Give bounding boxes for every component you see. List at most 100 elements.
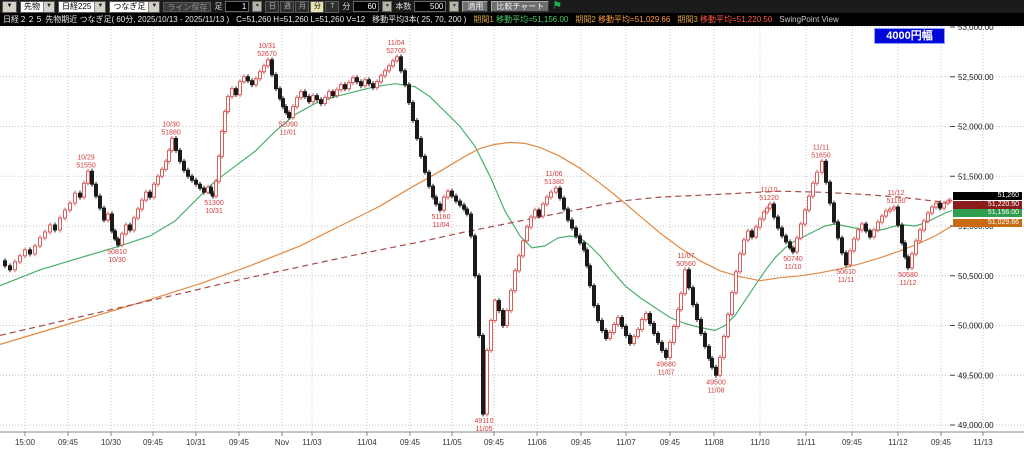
time-axis-label: 11/05 — [442, 438, 462, 447]
moving-average-layer — [0, 83, 953, 345]
swing-annotation-text: 52700 — [386, 48, 406, 55]
chevron-down-icon[interactable]: ▼ — [43, 1, 54, 12]
minute-spinner-icon[interactable]: ▾ — [382, 1, 393, 12]
swing-annotation-text: 51550 — [76, 162, 96, 169]
swing-annotation-text: 11/07 — [658, 369, 675, 376]
swing-annotation-text: 10/30 — [162, 121, 180, 128]
flag-icon[interactable]: ⚑ — [552, 0, 563, 12]
period-button-T[interactable]: T — [325, 0, 340, 13]
price-axis-label: 50,000.00 — [958, 322, 994, 331]
time-axis-label: 09:45 — [660, 438, 681, 447]
time-axis-label: 09:45 — [571, 438, 592, 447]
swing-annotation-text: 51880 — [161, 129, 181, 136]
instrument-select[interactable]: 日経225 ▼ — [58, 0, 107, 13]
swing-annotation-text: 50580 — [898, 272, 918, 279]
swing-annotation-text: 11/10 — [761, 187, 778, 194]
bar-type-select[interactable]: つなぎ足 ▼ — [109, 0, 161, 13]
swing-annotation-text: 11/11 — [813, 144, 830, 151]
swing-annotation-text: 51160 — [432, 214, 451, 221]
count-spinner-icon[interactable]: ▾ — [449, 1, 460, 12]
swingpoint-view-label: SwingPoint View — [779, 15, 839, 24]
period-button-週[interactable]: 週 — [280, 0, 295, 13]
minute-label: 分 — [342, 2, 351, 11]
swing-annotation-text: 52090 — [278, 122, 298, 129]
swing-annotation-text: 11/12 — [888, 190, 905, 197]
bar-type-select-value: つなぎ足 — [113, 1, 146, 11]
bar-label: 足 — [214, 2, 223, 11]
swing-annotation-text: 11/06 — [546, 171, 563, 178]
category-select[interactable]: 先物 ▼ — [20, 0, 55, 13]
price-range-badge: 4000円幅 — [874, 28, 945, 44]
line-save-button[interactable]: ライン保存 — [163, 1, 212, 12]
time-axis-label: 11/08 — [704, 438, 724, 447]
price-axis-label: 49,000.00 — [958, 421, 994, 430]
time-axis-label: 09:45 — [842, 438, 863, 447]
swing-annotation-text: 49110 — [475, 418, 494, 425]
compare-chart-button[interactable]: 比較チャート — [491, 1, 550, 12]
ma-line-MA70 — [0, 141, 953, 345]
swing-annotation-text: 50560 — [676, 261, 696, 268]
period-button-日[interactable]: 日 — [265, 0, 280, 13]
chart-info-bar: 日経２２５ 先物期近 つなぎ足( 60分, 2025/10/13 - 2025/… — [0, 13, 1024, 26]
period-button-分[interactable]: 分 — [310, 0, 325, 13]
candlestick-chart-canvas[interactable]: 10/295155010/305188010/315267011/0452700… — [0, 26, 1024, 455]
ma-line-MA25 — [0, 83, 953, 332]
time-axis-label: 11/11 — [797, 438, 816, 447]
ma3-price-badge: 51,220.50 — [953, 201, 1022, 209]
price-axis-label: 50,500.00 — [958, 272, 994, 281]
ma-line-MA200 — [0, 190, 953, 336]
swing-annotation-text: 51650 — [811, 152, 831, 159]
swing-annotation-text: 11/04 — [433, 222, 450, 229]
swing-annotation-text: 11/12 — [900, 280, 917, 287]
chevron-down-icon[interactable]: ▼ — [94, 1, 106, 12]
bar-count-spinner-icon[interactable]: ▾ — [252, 1, 263, 12]
time-axis-label: Nov — [275, 438, 289, 447]
price-axis-label: 52,000.00 — [958, 123, 994, 132]
price-axis-label: 49,500.00 — [958, 371, 994, 380]
time-axis-label: 10/30 — [101, 438, 122, 447]
swing-annotation-text: 50810 — [107, 249, 127, 256]
swing-annotation-text: 49680 — [656, 361, 676, 368]
price-axis-label: 52,500.00 — [958, 73, 994, 82]
category-select-value: 先物 — [24, 1, 40, 11]
last-price-badge: 51,260 — [953, 192, 1022, 200]
swing-annotation-text: 52670 — [257, 51, 277, 58]
time-axis-label: 09:45 — [484, 438, 505, 447]
count-label: 本数 — [395, 2, 412, 11]
ma2-price-badge: 51,029.66 — [953, 219, 1022, 227]
ma1-price-badge: 51,156.00 — [953, 209, 1022, 217]
period-button-月[interactable]: 月 — [295, 0, 310, 13]
chart-title: 日経２２５ 先物期近 つなぎ足( 60分, 2025/10/13 - 2025/… — [3, 15, 230, 24]
swing-annotation-text: 49500 — [706, 379, 726, 386]
swing-annotation-text: 11/10 — [785, 264, 802, 271]
time-axis-label: 11/07 — [616, 438, 636, 447]
swing-annotation-text: 51380 — [544, 179, 564, 186]
chevron-down-icon[interactable]: ▼ — [148, 1, 160, 12]
time-axis-labels: 15:00 09:45 10/30 09:45 10/31 09:45 Nov 11/03 11… — [15, 432, 993, 447]
swing-annotation-text: 51300 — [204, 200, 224, 207]
count-input[interactable]: 500 — [414, 1, 447, 12]
minute-input[interactable]: 60 — [353, 1, 380, 12]
price-axis-label: 51,500.00 — [958, 172, 994, 181]
panel-toggle-dropdown[interactable]: ▼ — [2, 0, 17, 13]
bar-count-input[interactable]: 1 — [225, 1, 250, 12]
swing-annotation-text: 10/31 — [258, 43, 276, 50]
candles-layer — [3, 54, 952, 417]
swing-annotation-text: 10/29 — [77, 154, 95, 161]
time-axis-label: 11/13 — [973, 438, 993, 447]
apply-button[interactable]: 適用 — [462, 1, 489, 12]
price-axis-labels: 53,000.0052,500.0052,000.0051,500.0051,0… — [950, 26, 994, 430]
ma1-readout: 期間1 移動平均=51,156.00 — [473, 15, 569, 24]
ohlc-readout: C=51,260 H=51,260 L=51,260 V=12 — [236, 15, 366, 24]
swing-annotation-text: 11/05 — [476, 426, 493, 433]
swing-annotation-text: 11/07 — [678, 253, 695, 260]
time-axis-label: 11/03 — [302, 438, 322, 447]
swing-annotation-text: 50610 — [836, 269, 856, 276]
time-axis-label: 09:45 — [229, 438, 250, 447]
swing-annotation-text: 51220 — [759, 195, 779, 202]
time-axis-label: 09:45 — [931, 438, 952, 447]
